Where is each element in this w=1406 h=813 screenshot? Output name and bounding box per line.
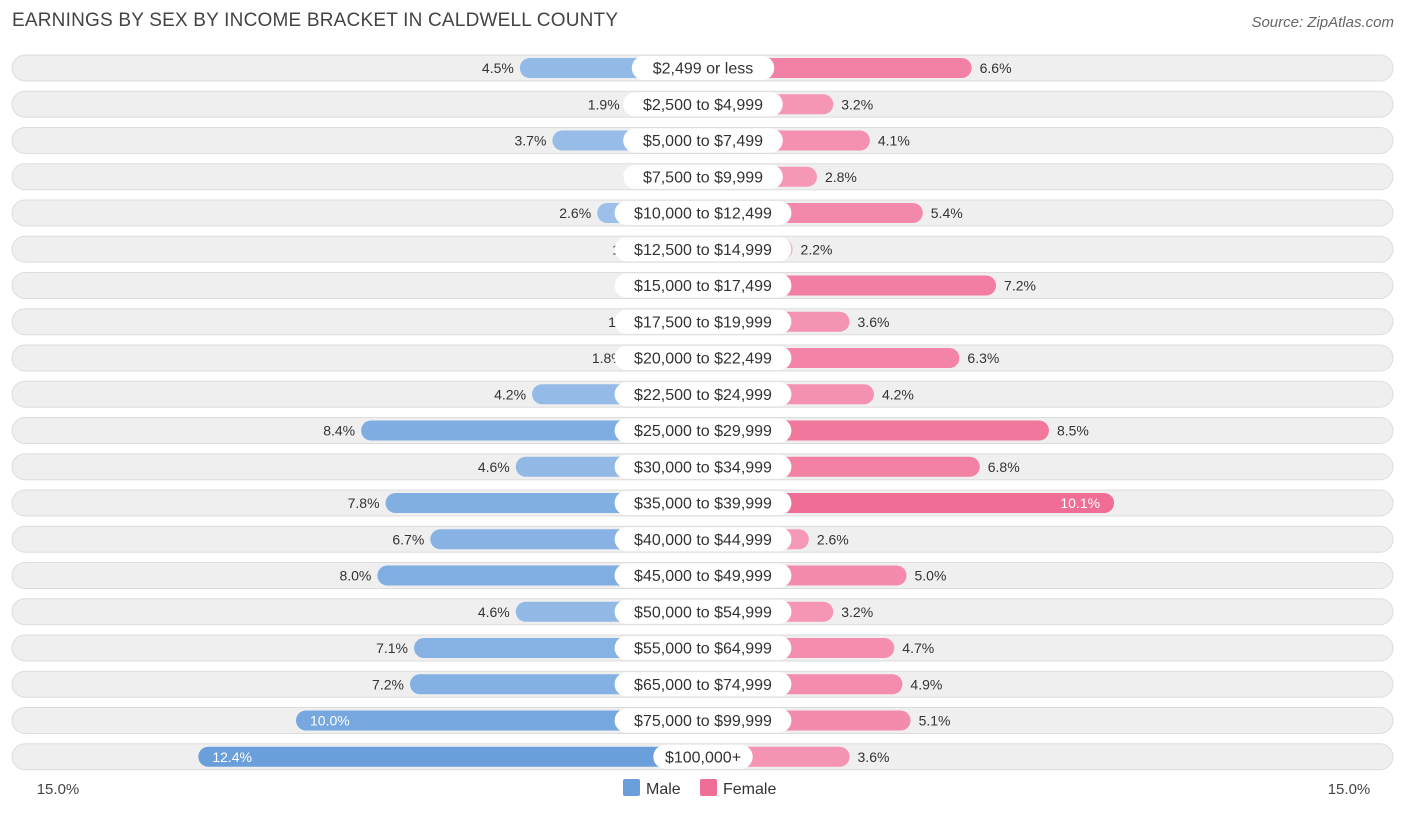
category-label: $17,500 to $19,999 (634, 314, 772, 331)
value-label-female: 3.6% (858, 314, 890, 330)
category-pill (614, 382, 792, 407)
value-label-female: 6.8% (988, 459, 1020, 475)
legend: Male Female (623, 779, 776, 798)
category-label: $15,000 to $17,499 (634, 278, 772, 295)
bar-male (296, 710, 703, 731)
value-label-female: 4.2% (882, 386, 914, 402)
value-label-female: 5.0% (915, 568, 947, 584)
value-label-male: 7.1% (376, 640, 408, 656)
value-label-female: 4.9% (910, 676, 942, 692)
category-pill (614, 563, 792, 588)
value-label-female: 6.3% (967, 350, 999, 366)
value-label-female: 4.1% (878, 133, 910, 149)
labels-layer: 4.5% 6.6% $2,499 or less 1.9% 3.2% $2,500 to … (212, 56, 1100, 769)
category-label: $20,000 to $22,499 (634, 351, 772, 368)
category-pill (614, 491, 792, 515)
value-label-female: 3.2% (841, 96, 873, 112)
category-label: $65,000 to $74,999 (634, 677, 772, 694)
category-pill (614, 599, 792, 624)
value-label-male: 12.4% (212, 749, 252, 765)
value-label-male: 4.6% (478, 459, 510, 475)
category-label: $12,500 to $14,999 (634, 242, 772, 259)
category-label: $25,000 to $29,999 (634, 423, 772, 440)
category-label: $30,000 to $34,999 (634, 459, 772, 476)
bar-male (198, 746, 703, 767)
category-label: $10,000 to $12,499 (634, 206, 772, 223)
rows-layer (11, 54, 1394, 771)
axis-layer: 15.0% 15.0% (37, 781, 1371, 798)
category-label: $50,000 to $54,999 (634, 604, 772, 621)
category-label: $55,000 to $64,999 (634, 641, 772, 658)
category-pill (614, 309, 792, 334)
axis-left-label: 15.0% (37, 781, 80, 798)
category-pill (623, 164, 783, 189)
category-pill (614, 527, 792, 552)
value-label-male: 6.7% (392, 531, 424, 547)
value-label-male: 3.7% (514, 133, 546, 149)
value-label-male: 1.9% (588, 96, 620, 112)
category-label: $22,500 to $24,999 (634, 387, 772, 404)
value-label-female: 3.2% (841, 604, 873, 620)
value-label-male: 2.6% (559, 205, 591, 221)
category-pill (653, 744, 753, 769)
bar-female (703, 493, 1115, 513)
category-pill (614, 708, 792, 733)
category-pill (614, 418, 792, 443)
category-label: $5,000 to $7,499 (643, 133, 763, 150)
category-label: $100,000+ (665, 749, 741, 766)
category-pill (631, 56, 775, 80)
category-pill (614, 636, 792, 660)
category-label: $35,000 to $39,999 (634, 496, 772, 513)
value-label-male: 4.2% (494, 386, 526, 402)
chart-source: Source: ZipAtlas.com (1251, 14, 1394, 31)
value-label-female: 2.8% (825, 169, 857, 185)
value-label-female: 2.6% (817, 531, 849, 547)
value-label-male: 4.6% (478, 604, 510, 620)
chart-title: EARNINGS BY SEX BY INCOME BRACKET IN CAL… (12, 10, 619, 31)
category-label: $45,000 to $49,999 (634, 568, 772, 585)
value-label-female: 2.2% (801, 241, 833, 257)
value-label-male: 7.2% (372, 676, 404, 692)
category-pill (614, 201, 792, 225)
legend-label-male: Male (646, 781, 681, 798)
category-label: $40,000 to $44,999 (634, 532, 772, 549)
value-label-female: 6.6% (980, 60, 1012, 76)
category-label: $7,500 to $9,999 (643, 169, 763, 186)
value-label-male: 10.0% (310, 713, 350, 729)
legend-label-female: Female (723, 781, 776, 798)
category-pill (614, 237, 792, 262)
value-label-female: 5.4% (931, 205, 963, 221)
value-label-male: 4.5% (482, 60, 514, 76)
category-label: $75,000 to $99,999 (634, 713, 772, 730)
value-label-female: 4.7% (902, 640, 934, 656)
legend-swatch-male (623, 779, 640, 796)
category-pill (623, 128, 783, 153)
category-pill (614, 346, 792, 370)
value-label-male: 8.4% (323, 423, 355, 439)
value-label-male: 7.8% (348, 495, 380, 511)
category-pill (614, 672, 792, 697)
value-label-female: 3.6% (858, 749, 890, 765)
category-label: $2,499 or less (653, 61, 754, 78)
value-label-female: 7.2% (1004, 278, 1036, 294)
value-label-female: 10.1% (1060, 495, 1100, 511)
legend-swatch-female (700, 779, 717, 796)
category-pill (623, 92, 783, 117)
axis-right-label: 15.0% (1328, 781, 1371, 798)
value-label-female: 5.1% (919, 713, 951, 729)
category-label: $2,500 to $4,999 (643, 97, 763, 114)
value-label-female: 8.5% (1057, 423, 1089, 439)
value-label-male: 8.0% (339, 568, 371, 584)
category-pill (614, 454, 792, 479)
category-pill (614, 273, 792, 298)
